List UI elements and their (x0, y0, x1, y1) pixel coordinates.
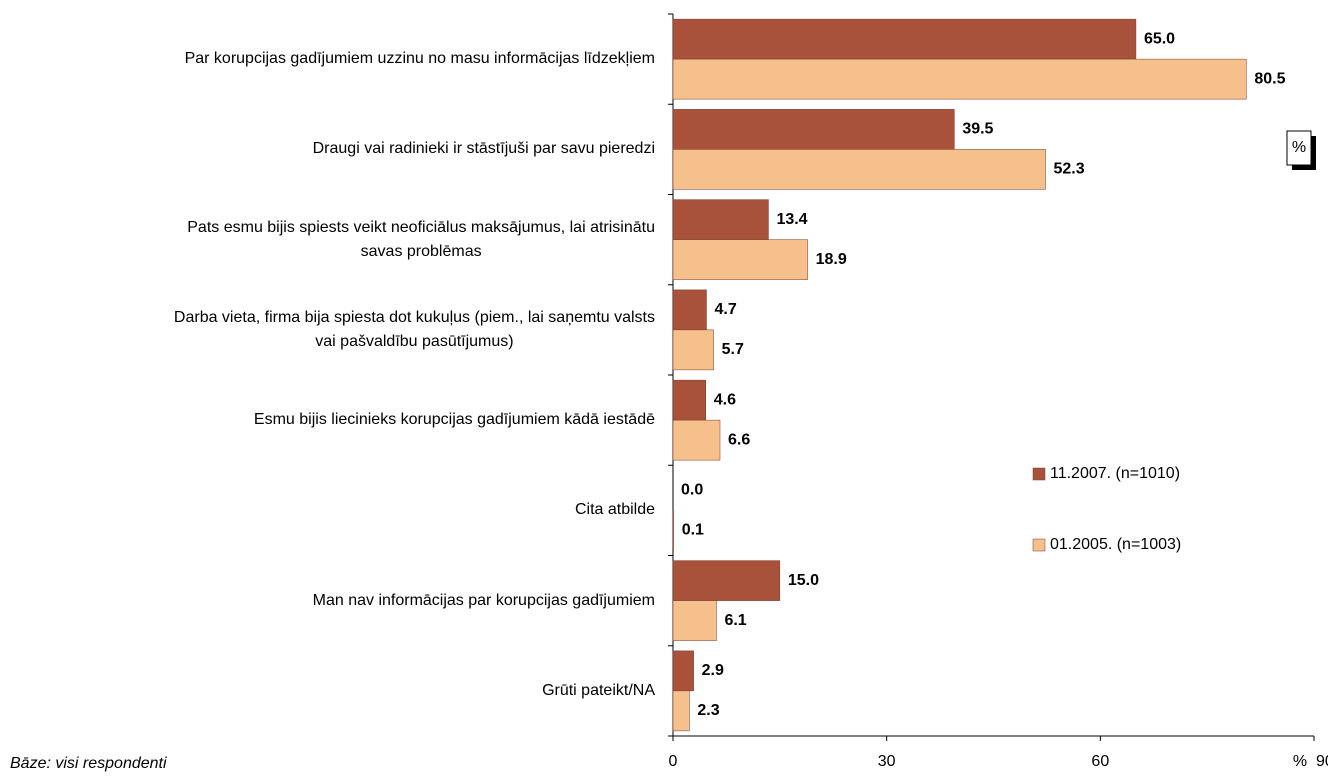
bar (672, 379, 707, 421)
value-label: 0.0 (681, 482, 703, 499)
category-text: Pats esmu bijis spiests veikt neoficiālu… (187, 218, 655, 260)
category-text: Grūti pateikt/NA (542, 681, 655, 699)
bar (672, 199, 769, 240)
legend-label: 01.2005. (n=1003) (1050, 536, 1181, 553)
bar (672, 109, 955, 150)
bar (672, 600, 717, 641)
bar (672, 58, 1247, 100)
footnote: Bāze: visi respondenti (10, 755, 167, 772)
category-label: Draugi vai radinieki ir stāstījuši par s… (0, 104, 655, 194)
bar (672, 419, 721, 461)
value-label: 2.3 (697, 702, 719, 719)
category-label: Cita atbilde (0, 465, 655, 555)
value-label: 4.6 (714, 391, 736, 408)
value-label: 2.9 (702, 662, 724, 679)
value-label: 5.7 (722, 341, 744, 358)
bar (672, 239, 808, 280)
unit-box-label: % (1292, 139, 1306, 156)
value-label: 6.1 (724, 612, 746, 629)
bar (672, 650, 694, 692)
unit-box: % (1286, 130, 1316, 170)
bar (672, 690, 690, 732)
category-text: Draugi vai radinieki ir stāstījuši par s… (312, 140, 655, 158)
value-label: 0.1 (682, 522, 704, 539)
category-label: Par korupcijas gadījumiem uzzinu no masu… (0, 14, 655, 104)
category-text: Darba vieta, firma bija spiesta dot kuku… (173, 308, 655, 350)
category-label: Pats esmu bijis spiests veikt neoficiālu… (0, 195, 655, 285)
bar (672, 18, 1137, 60)
bar (672, 149, 1046, 190)
value-label: 80.5 (1254, 70, 1285, 87)
category-text: Esmu bijis liecinieks korupcijas gadījum… (253, 411, 655, 429)
value-label: 65.0 (1144, 30, 1175, 47)
legend-label: 11.2007. (n=1010) (1050, 465, 1180, 482)
value-label: 13.4 (776, 211, 807, 228)
category-label: Man nav informācijas par korupcijas gadī… (0, 556, 655, 646)
x-tick-label: 90 (1316, 753, 1328, 770)
x-tick-label: 0 (669, 753, 678, 770)
value-label: 39.5 (962, 121, 993, 138)
category-label: Grūti pateikt/NA (0, 646, 655, 736)
legend-swatch (1032, 467, 1046, 481)
category-label: Darba vieta, firma bija spiesta dot kuku… (0, 285, 655, 375)
category-text: Man nav informācijas par korupcijas gadī… (312, 591, 655, 609)
bar (672, 510, 674, 551)
value-label: 52.3 (1053, 161, 1084, 178)
legend-swatch (1032, 538, 1046, 552)
category-label: Esmu bijis liecinieks korupcijas gadījum… (0, 375, 655, 465)
category-text: Par korupcijas gadījumiem uzzinu no masu… (184, 50, 655, 68)
x-tick-label: 30 (878, 753, 896, 770)
bar (672, 560, 781, 601)
bar (672, 289, 707, 331)
bar (672, 329, 714, 371)
unit-box-frame (1286, 130, 1312, 166)
value-label: 15.0 (788, 572, 819, 589)
category-text: Cita atbilde (574, 501, 655, 519)
value-label: 18.9 (816, 251, 847, 268)
value-label: 4.7 (714, 301, 736, 318)
x-axis-label: % (1293, 753, 1307, 770)
value-label: 6.6 (728, 431, 750, 448)
x-tick-label: 60 (1091, 753, 1109, 770)
